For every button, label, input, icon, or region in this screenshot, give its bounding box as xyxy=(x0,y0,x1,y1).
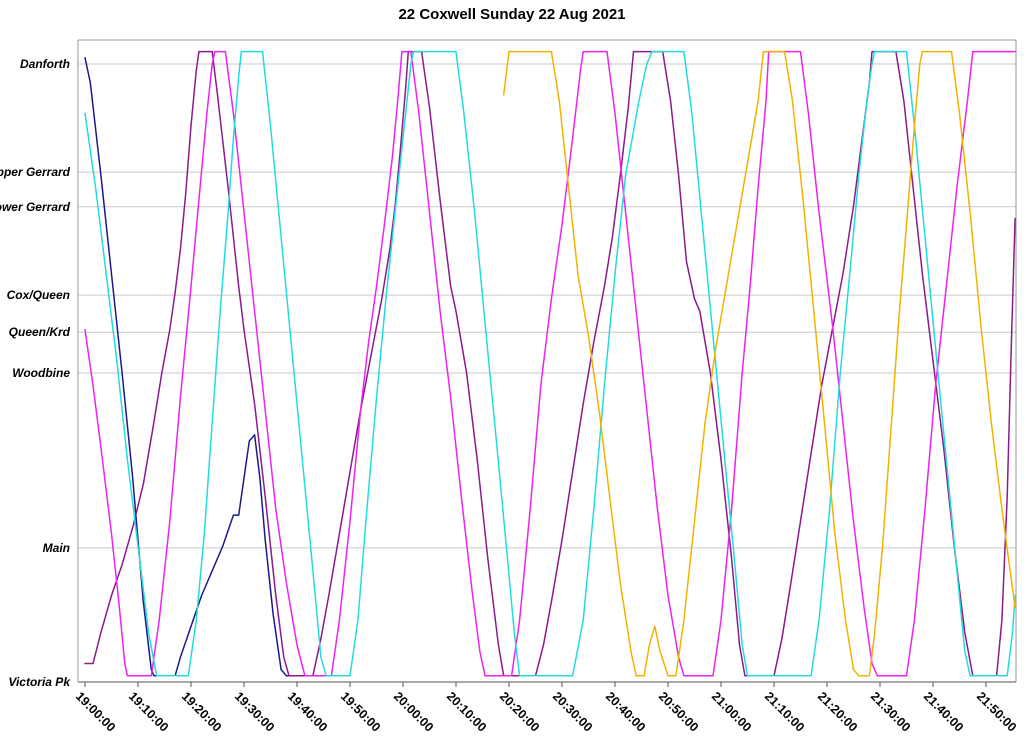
chart-title: 22 Coxwell Sunday 22 Aug 2021 xyxy=(398,6,626,23)
x-axis-label: 21:50:00 xyxy=(974,689,1019,734)
y-axis-label: Upper Gerrard xyxy=(0,165,71,179)
x-axis-label: 19:40:00 xyxy=(285,689,330,734)
y-axis-label: Queen/Krd xyxy=(9,325,71,339)
y-axis-label: Woodbine xyxy=(12,366,70,380)
x-axis-label: 19:00:00 xyxy=(73,689,118,734)
x-axis-label: 20:30:00 xyxy=(550,689,595,734)
y-axis-label: Main xyxy=(43,541,70,555)
x-axis-label: 20:40:00 xyxy=(603,689,648,734)
x-axis-label: 19:10:00 xyxy=(126,689,171,734)
series-vehicle-cyan xyxy=(84,50,1016,677)
x-axis-label: 19:50:00 xyxy=(338,689,383,734)
series-vehicle-navy xyxy=(84,57,298,677)
y-axis-label: Cox/Queen xyxy=(7,288,70,302)
x-axis-label: 21:00:00 xyxy=(709,689,754,734)
x-axis-label: 21:10:00 xyxy=(762,689,807,734)
x-axis-label: 20:00:00 xyxy=(391,689,436,734)
series-vehicle-magenta xyxy=(84,50,1016,677)
x-axis-label: 21:30:00 xyxy=(868,689,913,734)
x-axis-label: 19:20:00 xyxy=(179,689,224,734)
x-axis-label: 20:20:00 xyxy=(497,689,542,734)
x-axis-label: 21:20:00 xyxy=(815,689,860,734)
series-vehicle-purple xyxy=(84,50,1016,677)
y-axis-label: Danforth xyxy=(20,57,70,71)
series-vehicle-orange xyxy=(502,50,1016,677)
x-axis-label: 20:10:00 xyxy=(444,689,489,734)
x-axis-label: 20:50:00 xyxy=(656,689,701,734)
x-axis-label: 21:40:00 xyxy=(921,689,966,734)
y-axis-label: Lower Gerrard xyxy=(0,200,71,214)
x-axis-label: 19:30:00 xyxy=(232,689,277,734)
y-axis-label: Victoria Pk xyxy=(8,675,71,689)
